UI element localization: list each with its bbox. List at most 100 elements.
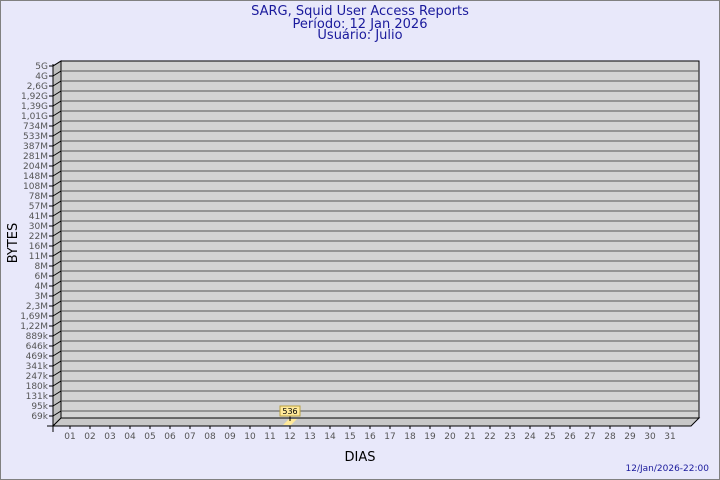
y-tick-depth bbox=[52, 170, 62, 177]
plot-back-wall bbox=[60, 60, 700, 419]
y-tick-label: 2,6G bbox=[27, 82, 48, 92]
y-tick-depth bbox=[52, 350, 62, 357]
y-tick-depth bbox=[52, 400, 62, 407]
x-tick-label: 19 bbox=[424, 432, 436, 442]
y-tick-depth bbox=[52, 100, 62, 107]
x-tick-label: 18 bbox=[404, 432, 416, 442]
x-tick-label: 30 bbox=[644, 432, 656, 442]
y-tick-label: 4G bbox=[35, 72, 48, 82]
y-tick-label: 889k bbox=[26, 332, 49, 342]
y-tick-depth bbox=[52, 160, 62, 167]
y-tick-label: 148M bbox=[23, 172, 48, 182]
y-tick-label: 281M bbox=[23, 152, 48, 162]
x-tick-label: 31 bbox=[664, 432, 675, 442]
y-tick-label: 131k bbox=[26, 392, 49, 402]
y-tick-label: 16M bbox=[29, 242, 48, 252]
y-tick-depth bbox=[52, 210, 62, 217]
y-tick-label: 1,92G bbox=[21, 92, 48, 102]
y-tick-label: 247k bbox=[26, 372, 49, 382]
y-tick-depth bbox=[52, 240, 62, 247]
y-tick-label: 2,3M bbox=[26, 302, 48, 312]
bar-label-box bbox=[279, 405, 301, 417]
x-tick-label: 02 bbox=[84, 432, 95, 442]
y-tick-label: 4M bbox=[35, 282, 49, 292]
bar bbox=[283, 419, 297, 425]
y-tick-depth bbox=[52, 190, 62, 197]
y-tick-depth bbox=[52, 80, 62, 87]
y-tick-depth bbox=[52, 410, 62, 417]
x-tick-label: 09 bbox=[224, 432, 236, 442]
x-tick-label: 01 bbox=[64, 432, 75, 442]
y-tick-depth bbox=[52, 130, 62, 137]
y-tick-label: 57M bbox=[29, 202, 48, 212]
y-tick-label: 8M bbox=[35, 262, 49, 272]
x-tick-label: 22 bbox=[484, 432, 495, 442]
y-tick-depth bbox=[52, 370, 62, 377]
x-tick-label: 16 bbox=[364, 432, 376, 442]
x-tick-label: 03 bbox=[104, 432, 115, 442]
x-tick-label: 06 bbox=[164, 432, 176, 442]
y-tick-label: 1,01G bbox=[21, 112, 48, 122]
x-tick-label: 07 bbox=[184, 432, 195, 442]
y-tick-depth bbox=[52, 120, 62, 127]
y-axis-label: BYTES bbox=[6, 223, 21, 264]
y-tick-depth bbox=[52, 70, 62, 77]
y-tick-label: 3M bbox=[35, 292, 49, 302]
y-tick-depth bbox=[52, 360, 62, 367]
y-tick-label: 387M bbox=[23, 142, 48, 152]
y-tick-depth bbox=[52, 90, 62, 97]
y-tick-label: 341k bbox=[26, 362, 49, 372]
x-tick-label: 29 bbox=[624, 432, 636, 442]
y-tick-depth bbox=[52, 310, 62, 317]
y-tick-depth bbox=[52, 340, 62, 347]
y-tick-depth bbox=[52, 180, 62, 187]
chart-period: Período: 12 Jan 2026 bbox=[292, 17, 428, 32]
y-tick-depth bbox=[52, 380, 62, 387]
y-tick-label: 11M bbox=[29, 252, 48, 262]
y-tick-label: 734M bbox=[23, 122, 48, 132]
y-tick-depth bbox=[52, 200, 62, 207]
x-tick-label: 28 bbox=[604, 432, 616, 442]
y-tick-depth bbox=[52, 110, 62, 117]
y-tick-depth bbox=[52, 150, 62, 157]
x-tick-label: 26 bbox=[564, 432, 576, 442]
y-tick-label: 108M bbox=[23, 182, 48, 192]
y-tick-depth bbox=[52, 220, 62, 227]
x-tick-label: 14 bbox=[324, 432, 336, 442]
x-tick-label: 21 bbox=[464, 432, 475, 442]
x-tick-label: 17 bbox=[384, 432, 395, 442]
y-tick-depth bbox=[52, 390, 62, 397]
x-tick-label: 04 bbox=[124, 432, 136, 442]
y-tick-label: 180k bbox=[26, 382, 49, 392]
y-tick-depth bbox=[52, 290, 62, 297]
y-tick-label: 41M bbox=[29, 212, 48, 222]
y-tick-label: 30M bbox=[29, 222, 48, 232]
chart-title: SARG, Squid User Access Reports bbox=[251, 4, 469, 19]
y-tick-depth bbox=[52, 250, 62, 257]
y-tick-depth bbox=[52, 140, 62, 147]
y-tick-label: 469k bbox=[26, 352, 49, 362]
x-tick-label: 10 bbox=[244, 432, 256, 442]
y-tick-label: 533M bbox=[23, 132, 48, 142]
y-tick-depth bbox=[52, 230, 62, 237]
footer-timestamp: 12/Jan/2026-22:00 bbox=[626, 464, 710, 474]
chart-user: Usuário: Julio bbox=[317, 28, 403, 43]
x-tick-label: 20 bbox=[444, 432, 456, 442]
y-tick-label: 6M bbox=[35, 272, 49, 282]
y-tick-label: 69k bbox=[31, 412, 48, 422]
x-tick-label: 25 bbox=[544, 432, 555, 442]
x-tick-label: 27 bbox=[584, 432, 595, 442]
x-tick-label: 23 bbox=[504, 432, 515, 442]
y-tick-label: 1,39G bbox=[21, 102, 48, 112]
x-tick-label: 08 bbox=[204, 432, 216, 442]
y-tick-depth bbox=[52, 270, 62, 277]
y-tick-label: 95k bbox=[31, 402, 48, 412]
y-tick-depth bbox=[52, 330, 62, 337]
y-tick-label: 1,22M bbox=[20, 322, 48, 332]
y-tick-label: 5G bbox=[35, 62, 48, 72]
x-tick-label: 24 bbox=[524, 432, 536, 442]
y-tick-label: 1,69M bbox=[20, 312, 48, 322]
bar-data-label: 536 bbox=[282, 407, 297, 416]
